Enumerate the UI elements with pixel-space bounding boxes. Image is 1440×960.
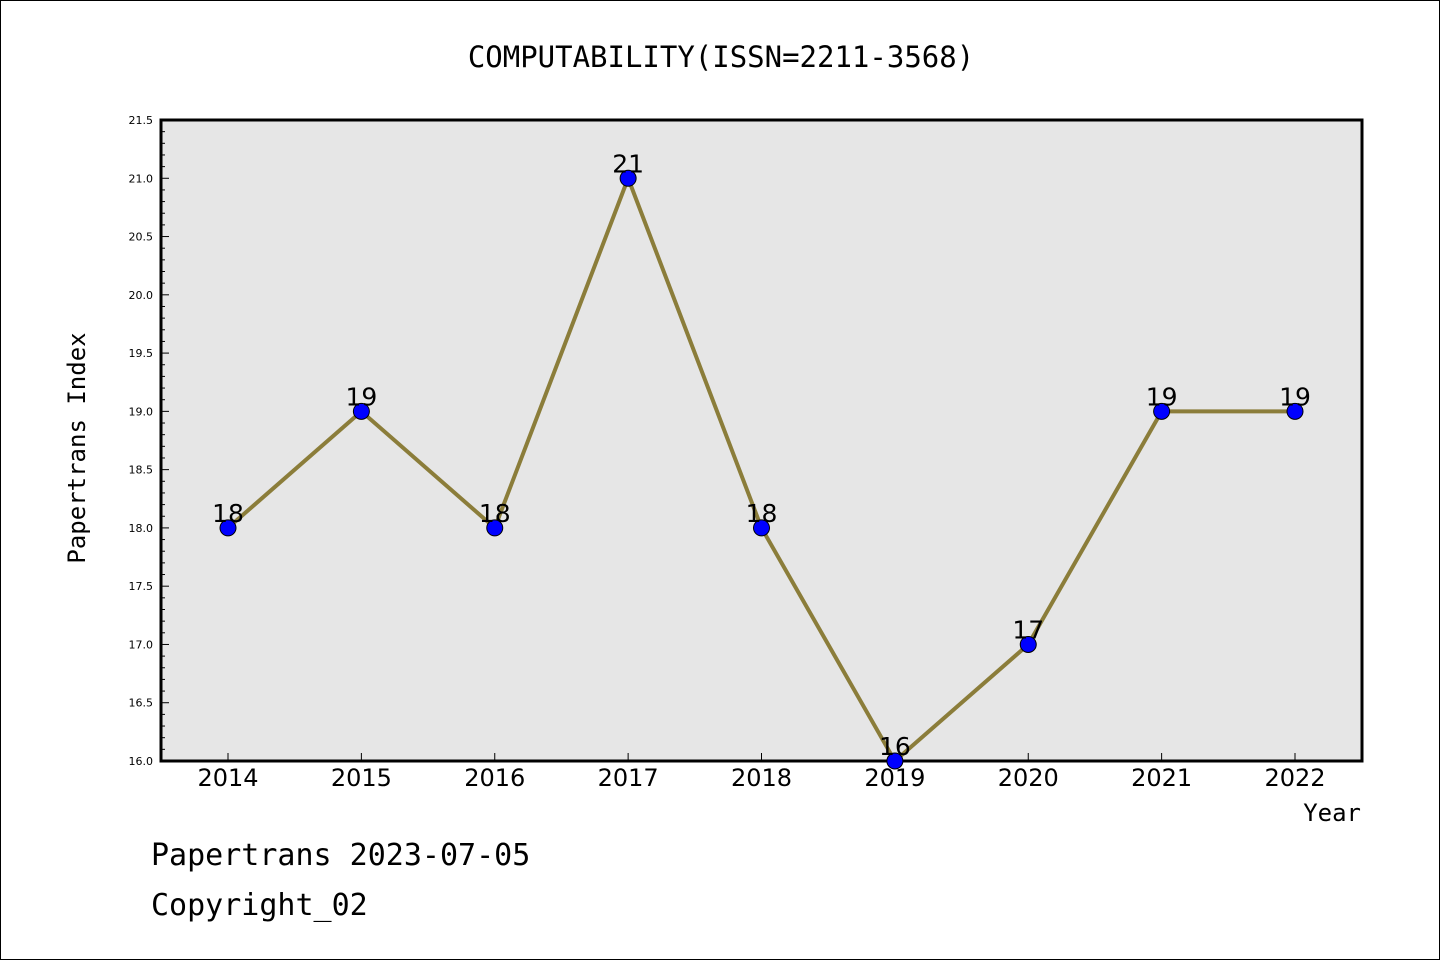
data-point <box>753 519 770 537</box>
x-tick-label: 2020 <box>998 764 1059 792</box>
x-tick-label: 2016 <box>464 764 525 792</box>
data-point <box>1153 402 1171 420</box>
x-tick-label: 2017 <box>598 764 659 792</box>
x-axis-label: Year <box>1303 799 1361 827</box>
data-label: 19 <box>1279 382 1311 411</box>
series-markers <box>219 169 1304 770</box>
data-point <box>886 752 904 770</box>
data-label: 17 <box>1012 615 1044 644</box>
data-labels: 18 19 18 21 18 16 17 19 19 <box>212 149 1311 761</box>
y-tick-label: 19.5 <box>129 347 154 360</box>
y-tick-label: 18.5 <box>129 464 154 477</box>
footer-date-line: Papertrans 2023-07-05 <box>151 838 530 873</box>
data-point <box>219 519 237 537</box>
y-tick-label: 19.0 <box>129 405 154 418</box>
y-tick-label: 21.0 <box>129 172 154 185</box>
chart-title: COMPUTABILITY(ISSN=2211-3568) <box>468 40 974 74</box>
data-point <box>1019 635 1037 653</box>
x-tick-label: 2014 <box>197 764 258 792</box>
x-tick-label: 2015 <box>331 764 392 792</box>
plot-area <box>159 118 1364 763</box>
data-label: 18 <box>479 499 511 528</box>
data-label: 19 <box>345 382 377 411</box>
data-point <box>486 519 504 537</box>
data-label: 19 <box>1146 382 1178 411</box>
data-point <box>352 402 370 420</box>
data-label: 18 <box>212 499 244 528</box>
data-point <box>619 169 637 187</box>
data-point <box>1286 402 1304 420</box>
y-tick-label: 20.5 <box>129 231 154 244</box>
y-tick-label: 17.0 <box>129 638 154 651</box>
footer-copyright: Copyright_02 <box>151 888 368 923</box>
y-tick-label: 17.5 <box>129 580 154 593</box>
y-tick-label: 20.0 <box>129 289 154 302</box>
y-axis: 16.0 16.5 17.0 17.5 18.0 18.5 19.0 19.5 20.0 20.5… <box>129 114 169 768</box>
data-label: 21 <box>612 149 644 178</box>
y-axis-label: Papertrans Index <box>63 332 91 563</box>
y-tick-label: 21.5 <box>129 114 154 127</box>
y-tick-label: 16.5 <box>129 697 154 710</box>
y-tick-label: 18.0 <box>129 522 154 535</box>
x-tick-label: 2022 <box>1264 764 1325 792</box>
data-label: 18 <box>746 499 778 528</box>
x-tick-label: 2021 <box>1131 764 1192 792</box>
x-tick-label: 2018 <box>731 764 792 792</box>
y-tick-label: 16.0 <box>129 755 154 768</box>
data-label: 16 <box>879 732 911 761</box>
